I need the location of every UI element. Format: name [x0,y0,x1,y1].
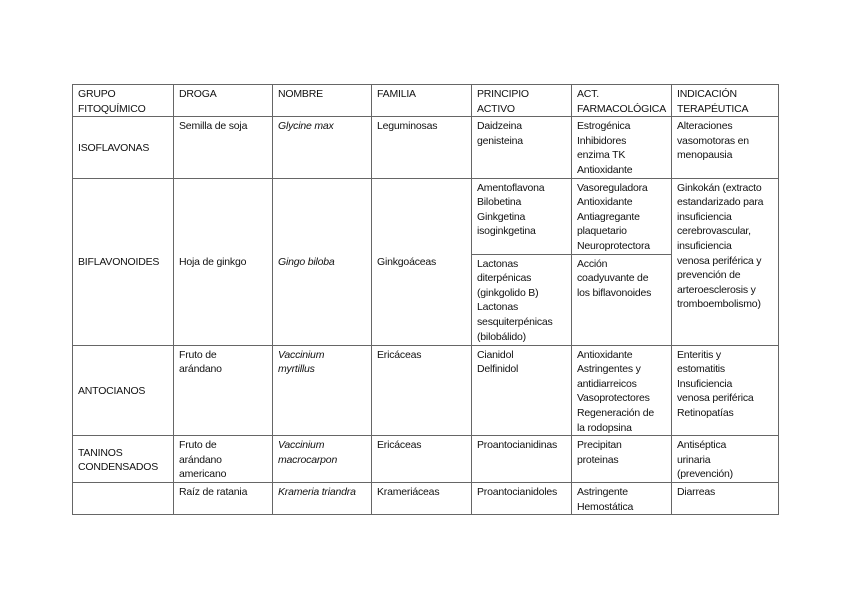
grupo-cell-empty [72,482,174,516]
act-cell: Acción coadyuvante de los biflavonoides [571,253,672,346]
principio-cell: Lactonas diterpénicas (ginkgolido B) Lac… [471,253,572,346]
droga-cell: Semilla de soja [173,116,273,179]
familia-cell: Ericáceas [371,344,472,437]
indicacion-cell: Enteritis y estomatitis Insuficiencia ve… [671,344,779,437]
droga-cell: Hoja de ginkgo [173,177,273,346]
act-cell: Vasoreguladora Antioxidante Antiagregant… [571,177,672,255]
principio-cell: Proantocianidoles [471,482,572,516]
header-familia: FAMILIA [371,83,472,118]
table-row: ANTOCIANOS Fruto de arándano Vaccinium m… [72,344,779,437]
act-cell: Antioxidante Astringentes y antidiarreic… [571,344,672,437]
table-row: Lactonas diterpénicas (ginkgolido B) Lac… [73,253,779,346]
act-cell: Astringente Hemostática [571,482,672,516]
header-act: ACT. FARMACOLÓGICA [571,83,672,118]
table-row: ISOFLAVONAS Semilla de soja Glycine max … [72,116,779,179]
grupo-cell: BIFLAVONOIDES [72,177,174,346]
principio-cell: Amentoflavona Bilobetina Ginkgetina isog… [471,177,572,255]
principio-cell: Cianidol Delfinidol [471,344,572,437]
nombre-cell: Krameria triandra [272,482,372,516]
header-indicacion: INDICACIÓN TERAPÉUTICA [671,83,779,118]
act-cell: Estrogénica Inhibidores enzima TK Antiox… [571,116,672,179]
nombre-cell: Vaccinium macrocarpon [272,435,372,484]
droga-cell: Fruto de arándano [173,344,273,437]
nombre-cell: Glycine max [272,116,372,179]
familia-cell: Krameriáceas [371,482,472,516]
indicacion-cell: Ginkokán (extracto estandarizado para in… [671,177,779,346]
droga-cell: Raíz de ratania [173,482,273,516]
table-row: BIFLAVONOIDES Hoja de ginkgo Gingo bilob… [72,177,779,346]
header-row: GRUPO FITOQUÍMICO DROGA NOMBRE FAMILIA P… [72,83,779,118]
header-droga: DROGA [173,83,273,118]
familia-cell: Ericáceas [371,435,472,484]
grupo-cell: TANINOS CONDENSADOS [72,435,174,484]
header-nombre: NOMBRE [272,83,372,118]
familia-cell: Leguminosas [371,116,472,179]
nombre-cell: Gingo biloba [272,177,372,346]
principio-cell: Proantocianidinas [471,435,572,484]
table-row: Raíz de ratania Krameria triandra Kramer… [72,482,779,516]
indicacion-cell: Diarreas [671,482,779,516]
header-principio: PRINCIPIO ACTIVO [471,83,572,118]
droga-cell: Fruto de arándano americano [173,435,273,484]
nombre-cell: Vaccinium myrtillus [272,344,372,437]
grupo-cell: ISOFLAVONAS [72,116,174,179]
principio-cell: Daidzeina genisteina [471,116,572,179]
indicacion-cell: Antiséptica urinaria (prevención) [671,435,779,484]
phytochemical-table: GRUPO FITOQUÍMICO DROGA NOMBRE FAMILIA P… [72,83,779,516]
indicacion-cell: Alteraciones vasomotoras en menopausia [671,116,779,179]
header-grupo: GRUPO FITOQUÍMICO [72,83,174,118]
act-cell: Precipitan proteinas [571,435,672,484]
familia-cell: Ginkgoáceas [371,177,472,346]
table-row: TANINOS CONDENSADOS Fruto de arándano am… [72,435,779,484]
grupo-cell: ANTOCIANOS [72,344,174,437]
